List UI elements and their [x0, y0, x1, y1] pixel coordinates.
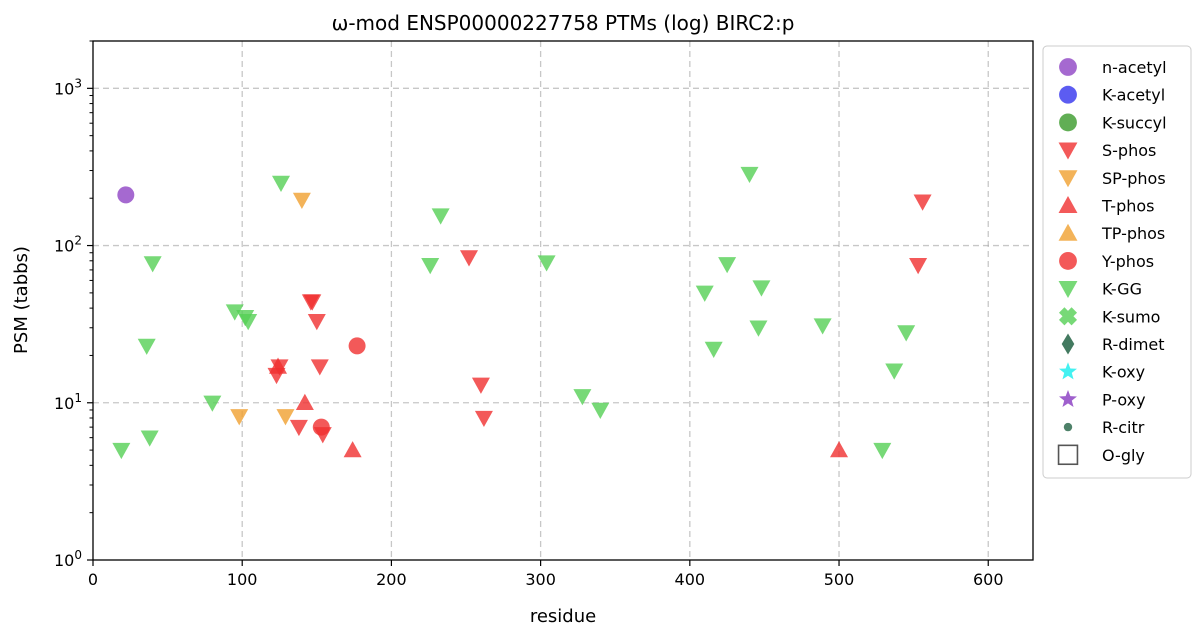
data-point-k-gg [537, 255, 556, 272]
legend-label: K-succyl [1102, 113, 1167, 132]
legend-label: R-citr [1102, 418, 1145, 437]
x-tick-label: 500 [824, 570, 855, 589]
data-point-k-gg [225, 304, 244, 321]
x-tick-label: 300 [525, 570, 556, 589]
data-point-k-gg [112, 442, 131, 460]
data-point-s-phos [303, 294, 322, 311]
data-point-s-phos [289, 419, 308, 437]
data-point-s-phos [471, 377, 490, 394]
x-tick-label: 200 [376, 570, 407, 589]
legend: n-acetyl K-acetyl K-succyl S-phos SP-phos T-p… [1042, 45, 1192, 479]
y-tick-label: 103 [54, 76, 82, 98]
legend-marker-r-dimet [1061, 333, 1075, 355]
legend-marker-n-acetyl [1059, 58, 1077, 76]
data-point-k-gg [239, 314, 258, 331]
legend-marker-y-phos [1059, 251, 1077, 270]
data-point-k-gg [573, 389, 592, 406]
data-point-k-gg [749, 320, 768, 337]
legend-label: TP-phos [1101, 224, 1165, 243]
legend-label: n-acetyl [1102, 58, 1167, 77]
legend-marker-k-gg [1058, 281, 1078, 299]
legend-marker-s-phos [1058, 142, 1078, 160]
x-axis: 0 100 200 300 400 500 600 [88, 560, 1004, 589]
data-point-k-gg [813, 318, 832, 335]
legend-label: K-sumo [1102, 307, 1160, 326]
legend-marker-o-gly [1057, 444, 1079, 466]
legend-frame [1042, 45, 1192, 479]
data-point-k-gg [591, 402, 610, 419]
data-point-sp-phos [276, 409, 295, 426]
y-tick-label: 101 [54, 391, 82, 413]
data-point-t-phos [830, 441, 849, 458]
legend-label: K-oxy [1102, 363, 1145, 382]
data-point-t-phos [343, 441, 362, 458]
data-points [112, 166, 932, 460]
data-point-s-phos [909, 257, 928, 275]
data-point-k-gg [740, 166, 759, 184]
data-point-s-phos [460, 250, 478, 267]
legend-marker-r-citr [1063, 422, 1073, 432]
data-point-k-gg [143, 256, 162, 273]
legend-marker-k-acetyl [1059, 85, 1077, 104]
legend-marker-p-oxy [1059, 389, 1077, 408]
data-point-k-gg [897, 325, 916, 342]
data-point-t-phos [295, 393, 314, 410]
grid [93, 41, 1033, 560]
legend-label: P-oxy [1102, 390, 1146, 409]
legend-marker-k-succyl [1059, 113, 1077, 132]
data-point-s-phos [310, 359, 329, 376]
data-point-t-phos [269, 357, 288, 374]
legend-marker-k-sumo [1058, 307, 1078, 326]
data-point-s-phos [307, 314, 326, 331]
data-point-k-gg [873, 442, 892, 460]
y-axis: 100 101 102 103 [54, 40, 93, 570]
legend-marker-tp-phos [1058, 223, 1078, 241]
legend-label: S-phos [1102, 141, 1156, 160]
data-point-n-acetyl [117, 186, 135, 204]
legend-label: SP-phos [1102, 169, 1166, 188]
data-point-k-gg [137, 338, 156, 355]
data-point-k-gg [885, 363, 904, 380]
data-point-sp-phos [230, 409, 249, 426]
x-axis-title: residue [530, 606, 596, 627]
plot-frame [92, 40, 1034, 561]
legend-marker-k-oxy [1059, 362, 1077, 380]
data-point-k-gg [421, 257, 440, 275]
data-point-sp-phos [292, 192, 311, 209]
x-tick-label: 0 [88, 570, 98, 589]
y-axis-title: PSM (tabbs) [11, 246, 32, 354]
data-point-k-gg [752, 280, 771, 297]
legend-label: K-acetyl [1102, 86, 1165, 105]
legend-label: O-gly [1102, 446, 1145, 465]
y-tick-label: 102 [54, 234, 82, 256]
legend-marker-t-phos [1058, 196, 1078, 214]
data-point-k-gg [718, 257, 737, 274]
legend-label: R-dimet [1102, 335, 1165, 354]
y-tick-label: 100 [54, 548, 82, 570]
data-point-s-phos [474, 410, 493, 428]
legend-label: K-GG [1102, 280, 1142, 299]
x-tick-label: 400 [675, 570, 706, 589]
data-point-k-gg [140, 430, 159, 447]
data-point-y-phos [312, 418, 330, 436]
data-point-k-gg [272, 175, 290, 192]
data-point-y-phos [348, 337, 366, 355]
data-point-k-gg [431, 208, 450, 225]
data-point-s-phos [913, 194, 932, 211]
x-tick-label: 100 [227, 570, 258, 589]
x-tick-label: 600 [973, 570, 1004, 589]
data-point-k-gg [704, 341, 723, 358]
legend-marker-sp-phos [1058, 170, 1078, 188]
data-point-k-gg [203, 395, 222, 412]
legend-label: Y-phos [1101, 252, 1154, 271]
chart-title: ω-mod ENSP00000227758 PTMs (log) BIRC2:p [332, 11, 795, 35]
legend-label: T-phos [1101, 197, 1155, 216]
data-point-k-gg [695, 285, 714, 302]
